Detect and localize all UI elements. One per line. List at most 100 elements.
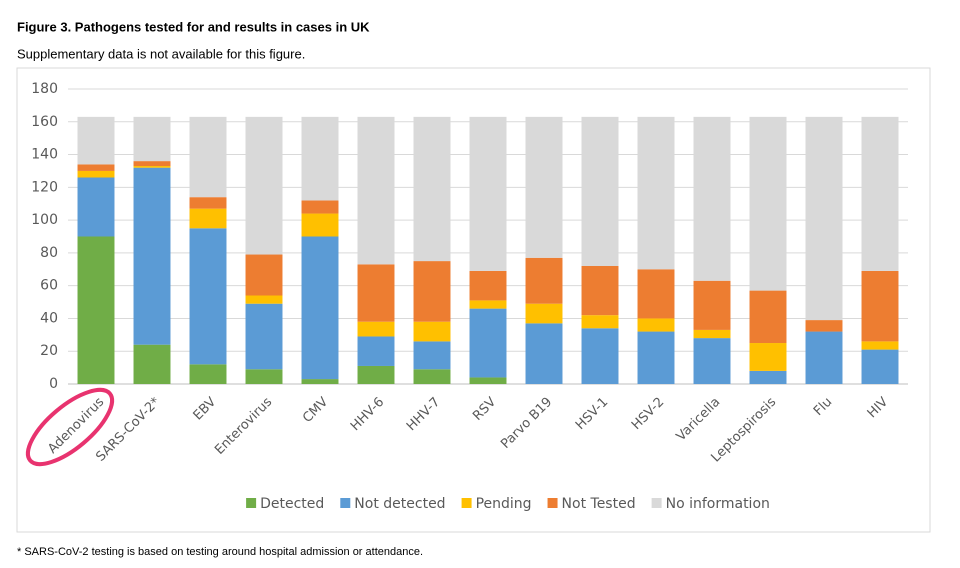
y-tick-label: 160: [31, 114, 58, 130]
y-tick-label: 120: [31, 179, 58, 195]
bar-segment: [749, 370, 787, 384]
x-tick-label: HIV: [865, 395, 892, 422]
bar-segment: [805, 116, 843, 321]
bar-segment: [413, 321, 451, 342]
y-tick-label: 0: [49, 376, 58, 392]
y-tick-label: 140: [31, 147, 58, 163]
legend-label: Not Tested: [562, 496, 636, 512]
legend-swatch: [340, 498, 351, 508]
bar-segment: [77, 177, 115, 237]
y-tick-label: 80: [40, 245, 58, 261]
bar-segment: [637, 116, 675, 270]
x-tick-label: Parvo B19: [498, 395, 555, 452]
bar-segment: [245, 116, 283, 255]
bar-segment: [301, 379, 339, 384]
bar-segment: [805, 320, 843, 332]
bar-segment: [189, 116, 227, 198]
bar-segment: [301, 116, 339, 201]
bar-segment: [469, 377, 507, 384]
chart-subtitle: Supplementary data is not available for …: [17, 46, 305, 61]
bar-segment: [525, 303, 563, 324]
bar-segment: [581, 315, 619, 329]
bar-segment: [133, 161, 171, 167]
legend-label: Detected: [260, 496, 324, 512]
x-tick-label: Enterovirus: [212, 395, 275, 458]
bar-segment: [469, 300, 507, 309]
bar-segment: [637, 331, 675, 384]
bar-segment: [357, 365, 395, 384]
legend-swatch: [651, 498, 662, 508]
bar-segment: [861, 116, 899, 271]
chart-frame: [16, 67, 931, 533]
bar-segment: [637, 318, 675, 332]
legend-label: Pending: [476, 496, 532, 512]
bar-segment: [189, 364, 227, 384]
legend-label: Not detected: [354, 496, 445, 512]
bar-segment: [525, 323, 563, 384]
bar-segment: [469, 270, 507, 301]
bar-segment: [693, 329, 731, 339]
legend-swatch: [461, 498, 472, 508]
bar-segment: [245, 303, 283, 370]
bar-segment: [413, 369, 451, 384]
bar-segment: [77, 170, 115, 178]
highlight-circle: [25, 387, 115, 467]
bar-segment: [805, 331, 843, 384]
bar-segment: [413, 341, 451, 370]
x-tick-label: EBV: [191, 395, 220, 424]
footnote: * SARS-CoV-2 testing is based on testing…: [17, 546, 423, 558]
bar-segment: [77, 116, 115, 165]
bar-segment: [861, 270, 899, 342]
bar-segment: [301, 236, 339, 380]
bar-segment: [301, 213, 339, 237]
y-tick-label: 20: [40, 343, 58, 359]
bar-segment: [133, 167, 171, 345]
x-tick-label: Varicella: [674, 395, 724, 445]
bar-segment: [749, 343, 787, 371]
bar-segment: [693, 338, 731, 384]
bar-segment: [749, 116, 787, 291]
bar-segment: [245, 295, 283, 304]
plot: 020406080100120140160180AdenovirusSARS-C…: [31, 81, 908, 465]
x-tick-label: HSV-2: [629, 395, 667, 433]
y-tick-label: 100: [31, 212, 58, 228]
bar-segment: [357, 264, 395, 322]
bar-segment: [861, 349, 899, 384]
x-tick-label: HHV-6: [348, 395, 387, 434]
y-tick-label: 180: [31, 81, 58, 97]
y-tick-label: 40: [40, 310, 58, 326]
bar-segment: [693, 280, 731, 330]
bar-segment: [245, 369, 283, 384]
legend: Detected Not detected Pending Not Tested No …: [246, 496, 770, 512]
bar-segment: [469, 308, 507, 378]
x-tick-label: HHV-7: [404, 395, 443, 434]
bar-segment: [357, 336, 395, 366]
chart-title: Figure 3. Pathogens tested for and resul…: [17, 19, 370, 34]
bar-segment: [357, 116, 395, 265]
bar-segment: [581, 266, 619, 316]
bar-segment: [189, 228, 227, 365]
bar-segment: [469, 116, 507, 271]
legend-swatch: [547, 498, 558, 508]
x-tick-label: HSV-1: [573, 395, 611, 433]
x-tick-label: Flu: [811, 395, 835, 419]
bar-segment: [525, 116, 563, 258]
bar-segment: [189, 208, 227, 229]
bar-segment: [637, 269, 675, 319]
x-tick-label: CMV: [300, 395, 331, 426]
bar-segment: [301, 200, 339, 214]
bar-segment: [189, 197, 227, 209]
bar-segment: [581, 328, 619, 384]
bar-segment: [133, 116, 171, 162]
legend-label: No information: [666, 496, 770, 512]
bar-segment: [245, 254, 283, 296]
bar-segment: [581, 116, 619, 266]
bar-segment: [861, 341, 899, 350]
bar-segment: [413, 116, 451, 262]
bar-segment: [693, 116, 731, 281]
bar-segment: [357, 321, 395, 337]
bar-segment: [413, 261, 451, 322]
y-tick-label: 60: [40, 278, 58, 294]
